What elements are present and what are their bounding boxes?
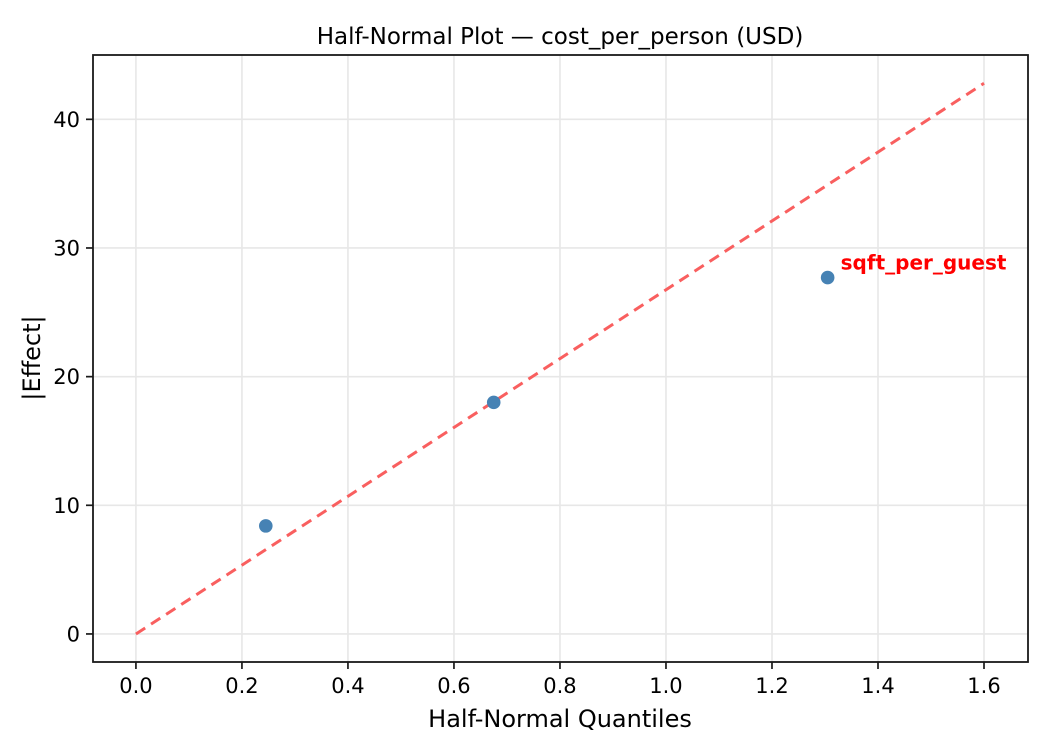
y-tick-label: 40 bbox=[53, 108, 80, 132]
chart-title: Half-Normal Plot — cost_per_person (USD) bbox=[317, 24, 804, 50]
data-point bbox=[486, 395, 501, 410]
point-annotation-sqft-per-guest: sqft_per_guest bbox=[841, 251, 1007, 275]
x-axis-label: Half-Normal Quantiles bbox=[428, 705, 692, 733]
axes-layer: 0.0 0.2 0.4 0.6 0.8 1.0 1.2 1.4 1.6 0 10 20 30 40 bbox=[53, 54, 1029, 698]
data-point bbox=[258, 519, 273, 533]
y-axis-label: |Effect| bbox=[18, 315, 46, 400]
y-tick-label: 20 bbox=[53, 365, 80, 389]
x-tick-label: 0.4 bbox=[331, 674, 364, 698]
data-point bbox=[820, 270, 835, 285]
x-tick-label: 0.2 bbox=[225, 674, 258, 698]
y-tick-label: 10 bbox=[53, 494, 80, 518]
x-tick-label: 0.6 bbox=[437, 674, 470, 698]
x-tick-label: 1.2 bbox=[755, 674, 788, 698]
y-tick-label: 0 bbox=[67, 622, 80, 646]
reference-line-layer bbox=[135, 82, 985, 636]
x-tick-label: 1.0 bbox=[649, 674, 682, 698]
x-tick-label: 0.8 bbox=[543, 674, 576, 698]
x-tick-label: 1.4 bbox=[861, 674, 894, 698]
x-tick-label: 1.6 bbox=[967, 674, 1000, 698]
y-tick-label: 30 bbox=[53, 236, 80, 260]
x-tick-label: 0.0 bbox=[119, 674, 152, 698]
scatter-points-layer bbox=[258, 270, 835, 533]
reference-dashed-line bbox=[135, 82, 985, 636]
